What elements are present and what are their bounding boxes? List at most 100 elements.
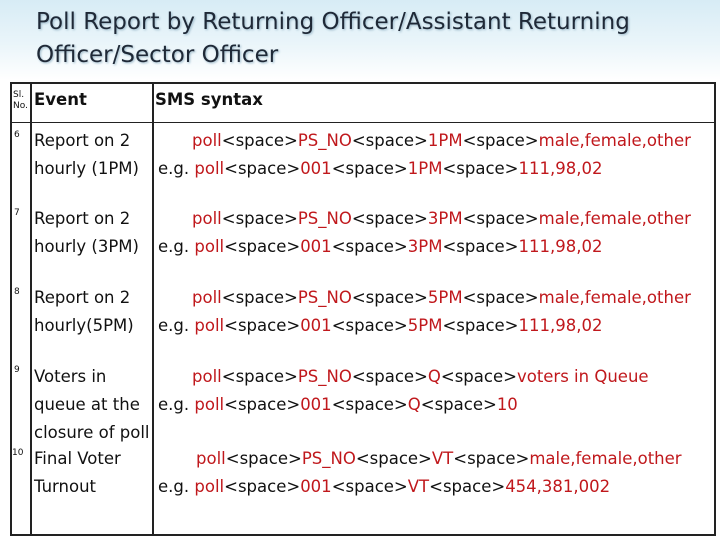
syntax-value: 001 [300,316,332,335]
syntax-token: <space> [351,288,428,307]
syntax-value: poll [194,477,225,496]
syntax-token: <space> [221,131,298,150]
syntax-value: VT [407,477,430,496]
syntax-value: poll [192,367,222,386]
syntax-value: 3PM [427,209,463,228]
slide-title: Poll Report by Returning Officer/Assista… [36,9,630,68]
syntax-value: 111,98,02 [518,159,603,178]
syntax-token: <space> [442,237,519,256]
syntax-token: <space> [462,288,539,307]
syntax-value: 1PM [407,159,443,178]
sms-syntax-table: Sl. No. Event SMS syntax 6 Report on 2 h… [10,82,716,536]
example-line: e.g. poll<space>001<space>VT<space>454,3… [158,473,610,501]
syntax-value: poll [194,395,225,414]
event-label: Report on 2 hourly (1PM) [34,131,139,178]
syntax-token: <space> [331,237,408,256]
syntax-line: poll<space>PS_NO<space>Q<space>voters in… [192,363,649,391]
event-label: Final Voter Turnout [34,449,121,496]
syntax-value: PS_NO [297,131,352,150]
syntax-value: PS_NO [297,367,352,386]
syntax-token: <space> [442,316,519,335]
syntax-value: poll [196,449,226,468]
event-label: Report on 2 hourly (3PM) [34,209,139,256]
syntax-line: poll<space>PS_NO<space>3PM<space>male,fe… [192,205,691,233]
header-sl-no: Sl. No. [13,90,28,111]
row-number: 9 [14,365,20,375]
syntax-value: 001 [300,395,332,414]
syntax-token: <space> [429,477,506,496]
syntax-token: <space> [221,209,298,228]
syntax-token: <space> [442,159,519,178]
syntax-token: <space> [224,159,301,178]
syntax-token: e.g. [158,316,195,335]
syntax-value: poll [192,209,222,228]
syntax-value: PS_NO [301,449,356,468]
syntax-token: e.g. [158,159,195,178]
syntax-token: <space> [331,159,408,178]
header-event: Event [34,90,87,109]
syntax-token: <space> [224,477,301,496]
syntax-value: 001 [300,237,332,256]
syntax-value: 3PM [407,237,443,256]
example-line: e.g. poll<space>001<space>5PM<space>111,… [158,312,602,340]
row-number: 8 [14,287,20,297]
syntax-value: male,female,other [529,449,682,468]
syntax-line: poll<space>PS_NO<space>5PM<space>male,fe… [192,284,691,312]
syntax-value: Q [427,367,441,386]
syntax-value: 111,98,02 [518,316,603,335]
example-line: e.g. poll<space>001<space>1PM<space>111,… [158,155,602,183]
title-band [0,0,720,80]
syntax-value: 5PM [407,316,443,335]
syntax-token: <space> [351,131,428,150]
syntax-line: poll<space>PS_NO<space>1PM<space>male,fe… [192,127,691,155]
syntax-token: <space> [462,131,539,150]
syntax-value: 5PM [427,288,463,307]
syntax-value: 454,381,002 [505,477,611,496]
syntax-value: 1PM [427,131,463,150]
syntax-token: <space> [351,367,428,386]
syntax-token: e.g. [158,395,195,414]
row-number: 10 [12,448,24,458]
syntax-token: e.g. [158,237,195,256]
example-line: e.g. poll<space>001<space>Q<space>10 [158,391,518,419]
syntax-token: <space> [224,237,301,256]
syntax-token: <space> [462,209,539,228]
syntax-token: <space> [331,395,408,414]
syntax-value: voters in Queue [516,367,649,386]
syntax-token: <space> [420,395,497,414]
syntax-value: male,female,other [538,131,691,150]
syntax-value: PS_NO [297,288,352,307]
syntax-value: male,female,other [538,209,691,228]
syntax-token: <space> [225,449,302,468]
syntax-value: poll [194,237,225,256]
column-divider [30,84,32,534]
event-label: Voters in queue at the closure of poll [34,367,150,442]
syntax-token: <space> [224,395,301,414]
syntax-value: VT [431,449,454,468]
row-number: 6 [14,130,20,140]
syntax-token: <space> [355,449,432,468]
syntax-value: male,female,other [538,288,691,307]
event-label: Report on 2 hourly(5PM) [34,288,134,335]
syntax-token: e.g. [158,477,195,496]
column-divider [152,84,154,534]
syntax-token: <space> [351,209,428,228]
syntax-value: poll [192,288,222,307]
syntax-token: <space> [221,288,298,307]
syntax-value: 001 [300,477,332,496]
syntax-line: poll<space>PS_NO<space>VT<space>male,fem… [196,445,682,473]
header-sms-syntax: SMS syntax [155,90,263,109]
syntax-token: <space> [440,367,517,386]
example-line: e.g. poll<space>001<space>3PM<space>111,… [158,233,602,261]
syntax-token: <space> [224,316,301,335]
syntax-value: poll [194,159,225,178]
syntax-value: Q [407,395,421,414]
syntax-value: 111,98,02 [518,237,603,256]
syntax-value: 10 [496,395,518,414]
syntax-token: <space> [453,449,530,468]
row-number: 7 [14,208,20,218]
syntax-value: 001 [300,159,332,178]
syntax-value: poll [192,131,222,150]
header-divider [12,122,714,123]
syntax-value: PS_NO [297,209,352,228]
